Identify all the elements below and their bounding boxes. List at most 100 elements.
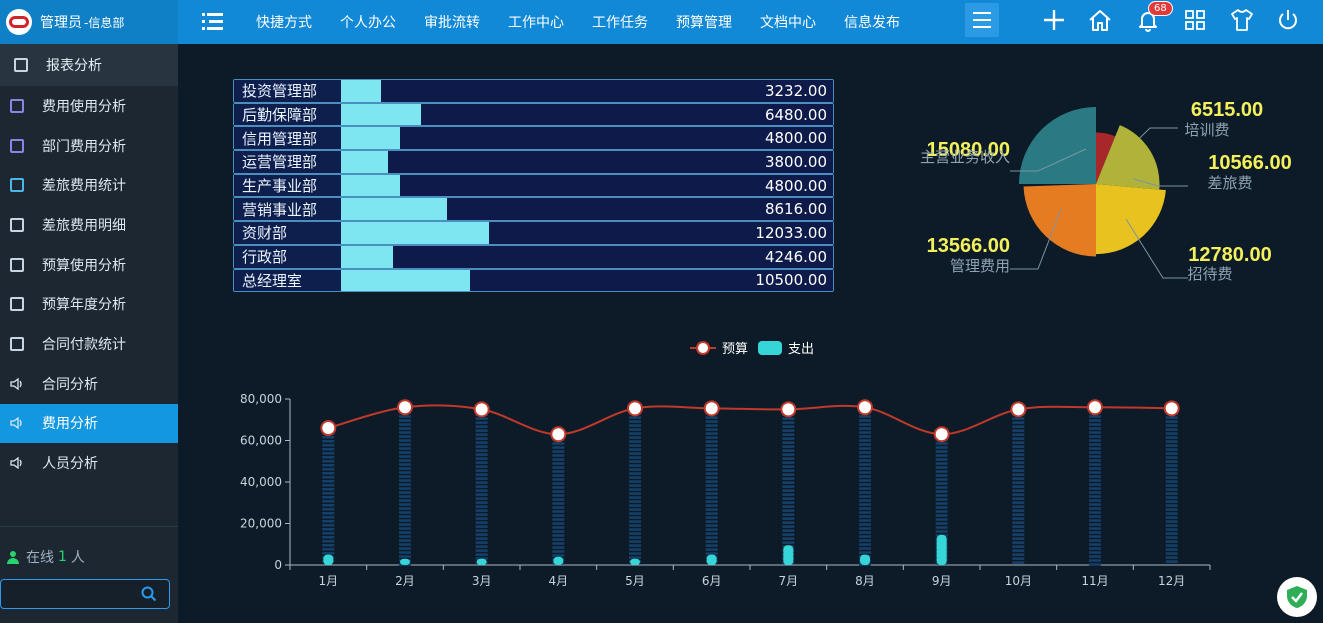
nav-work-tasks[interactable]: 工作任务: [592, 15, 648, 31]
sidebar-item-label: 预算年度分析: [42, 297, 126, 314]
budget-column-segment: [1012, 525, 1025, 528]
add-icon[interactable]: [1040, 6, 1068, 34]
budget-column-segment: [475, 557, 488, 560]
ranking-row: 营销事业部 8616.00: [233, 197, 834, 222]
budget-column-segment: [782, 525, 795, 528]
budget-column-segment: [859, 435, 871, 438]
search-input[interactable]: [1, 580, 131, 608]
budget-column-segment: [1089, 491, 1101, 494]
budget-column-segment: [859, 427, 871, 430]
sidebar-item[interactable]: 差旅费用明细: [0, 205, 178, 245]
budget-column-segment: [859, 475, 871, 478]
budget-column-segment: [475, 449, 488, 452]
pie-slice[interactable]: [1023, 184, 1096, 257]
budget-column-segment: [1089, 515, 1101, 518]
ranking-row: 运营管理部 3800.00: [233, 150, 834, 174]
ranking-bar: [341, 103, 421, 126]
budget-column-segment: [782, 433, 795, 436]
legend-budget-marker: [696, 341, 710, 355]
sidebar-item[interactable]: 差旅费用统计: [0, 165, 178, 205]
nav-budget[interactable]: 预算管理: [676, 15, 732, 31]
budget-column-segment: [1089, 539, 1101, 542]
budget-column-segment: [705, 548, 718, 551]
nav-shortcuts[interactable]: 快捷方式: [256, 15, 312, 31]
apps-grid-icon[interactable]: [1181, 6, 1209, 34]
budget-column-segment: [322, 516, 335, 519]
budget-column-segment: [859, 431, 871, 434]
budget-column-segment: [1012, 421, 1025, 424]
budget-column-segment: [705, 496, 718, 499]
ranking-row: 行政部 4246.00: [233, 244, 834, 269]
sidebar-item[interactable]: 预算年度分析: [0, 284, 178, 324]
sidebar-item[interactable]: 合同分析: [0, 364, 178, 404]
sidebar-item[interactable]: 费用使用分析: [0, 86, 178, 126]
budget-column-segment: [782, 465, 795, 468]
budget-column-segment: [782, 469, 795, 472]
pie-slice[interactable]: [1096, 132, 1116, 184]
budget-column-segment: [322, 472, 335, 475]
budget-column-segment: [1012, 529, 1025, 532]
budget-column-segment: [1089, 443, 1101, 446]
budget-column-segment: [629, 452, 641, 455]
ranking-track: 4246.00: [341, 245, 833, 268]
nav-personal-office[interactable]: 个人办公: [340, 15, 396, 31]
budget-column-segment: [629, 548, 641, 551]
online-suffix: 人: [70, 550, 85, 566]
power-icon[interactable]: [1274, 6, 1302, 34]
budget-column-segment: [629, 480, 641, 483]
sidebar-item[interactable]: 人员分析: [0, 443, 178, 483]
report-icon: [10, 336, 24, 351]
budget-column-segment: [1165, 520, 1178, 523]
ranking-bar: [341, 198, 447, 221]
sidebar-item-label: 人员分析: [42, 456, 98, 473]
budget-column-segment: [399, 471, 411, 474]
sidebar-item[interactable]: 部门费用分析: [0, 126, 178, 166]
budget-column-segment: [935, 514, 948, 517]
pie-slice[interactable]: [1096, 125, 1160, 190]
budget-point: [397, 399, 413, 416]
budget-column-segment: [1012, 517, 1025, 520]
budget-column-segment: [1165, 560, 1178, 563]
budget-column-segment: [399, 415, 411, 418]
budget-column-segment: [782, 537, 795, 540]
budget-column-segment: [1012, 533, 1025, 536]
budget-column-segment: [1012, 453, 1025, 456]
budget-column-segment: [629, 484, 641, 487]
budget-column-segment: [859, 547, 871, 550]
budget-column-segment: [1165, 540, 1178, 543]
sidebar-item[interactable]: 合同付款统计: [0, 324, 178, 364]
pie-value-label: 6515.00: [1191, 99, 1263, 121]
main-content: 投资管理部 3232.00 后勤保障部 6480.00 信用管理部 4800.00 运营管理…: [178, 44, 1323, 623]
security-shield-icon[interactable]: [1277, 577, 1317, 617]
nav-info-publish[interactable]: 信息发布: [844, 15, 900, 31]
more-menu-icon[interactable]: [965, 3, 999, 37]
sidebar-section-report[interactable]: 报表分析: [0, 44, 178, 86]
budget-column-segment: [629, 524, 641, 527]
home-icon[interactable]: [1086, 6, 1114, 34]
expense-bar: [400, 558, 410, 565]
budget-column-segment: [859, 447, 871, 450]
budget-column-segment: [322, 512, 335, 515]
sidebar-item[interactable]: 费用分析: [0, 403, 178, 444]
budget-column-segment: [935, 522, 948, 525]
budget-column-segment: [1089, 499, 1101, 502]
pie-slice[interactable]: [1096, 184, 1166, 255]
budget-column-segment: [935, 502, 948, 505]
budget-column-segment: [859, 507, 871, 510]
budget-column-segment: [705, 432, 718, 435]
nav-collapse-icon[interactable]: [200, 8, 226, 34]
brand: 管理员 -信息部: [0, 0, 178, 44]
nav-documents[interactable]: 文档中心: [760, 15, 816, 31]
budget-column-segment: [859, 483, 871, 486]
pie-slice[interactable]: [1019, 107, 1096, 184]
search-icon[interactable]: [141, 586, 157, 602]
budget-column-segment: [552, 478, 565, 481]
budget-column-segment: [1012, 521, 1025, 524]
budget-column-segment: [1165, 552, 1178, 555]
skin-shirt-icon[interactable]: [1228, 6, 1256, 34]
nav-work-center[interactable]: 工作中心: [508, 15, 564, 31]
sidebar-item[interactable]: 预算使用分析: [0, 245, 178, 285]
nav-approval-flow[interactable]: 审批流转: [424, 15, 480, 31]
budget-column-segment: [1012, 513, 1025, 516]
budget-column-segment: [1012, 461, 1025, 464]
